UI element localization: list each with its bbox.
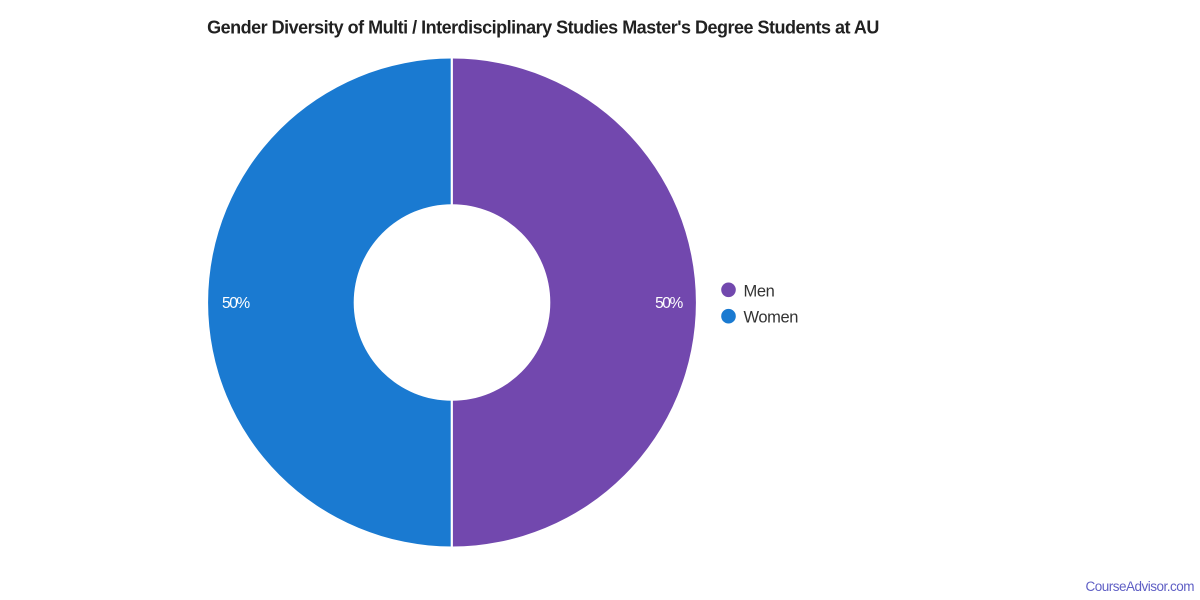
svg-text:Gender Diversity of Multi / In: Gender Diversity of Multi / Interdiscipl… — [207, 18, 879, 38]
svg-text:Women: Women — [744, 309, 799, 327]
svg-text:50%: 50% — [222, 295, 250, 312]
svg-text:50%: 50% — [655, 295, 683, 312]
svg-text:CourseAdvisor.com: CourseAdvisor.com — [1085, 579, 1194, 594]
svg-text:Men: Men — [744, 283, 775, 301]
